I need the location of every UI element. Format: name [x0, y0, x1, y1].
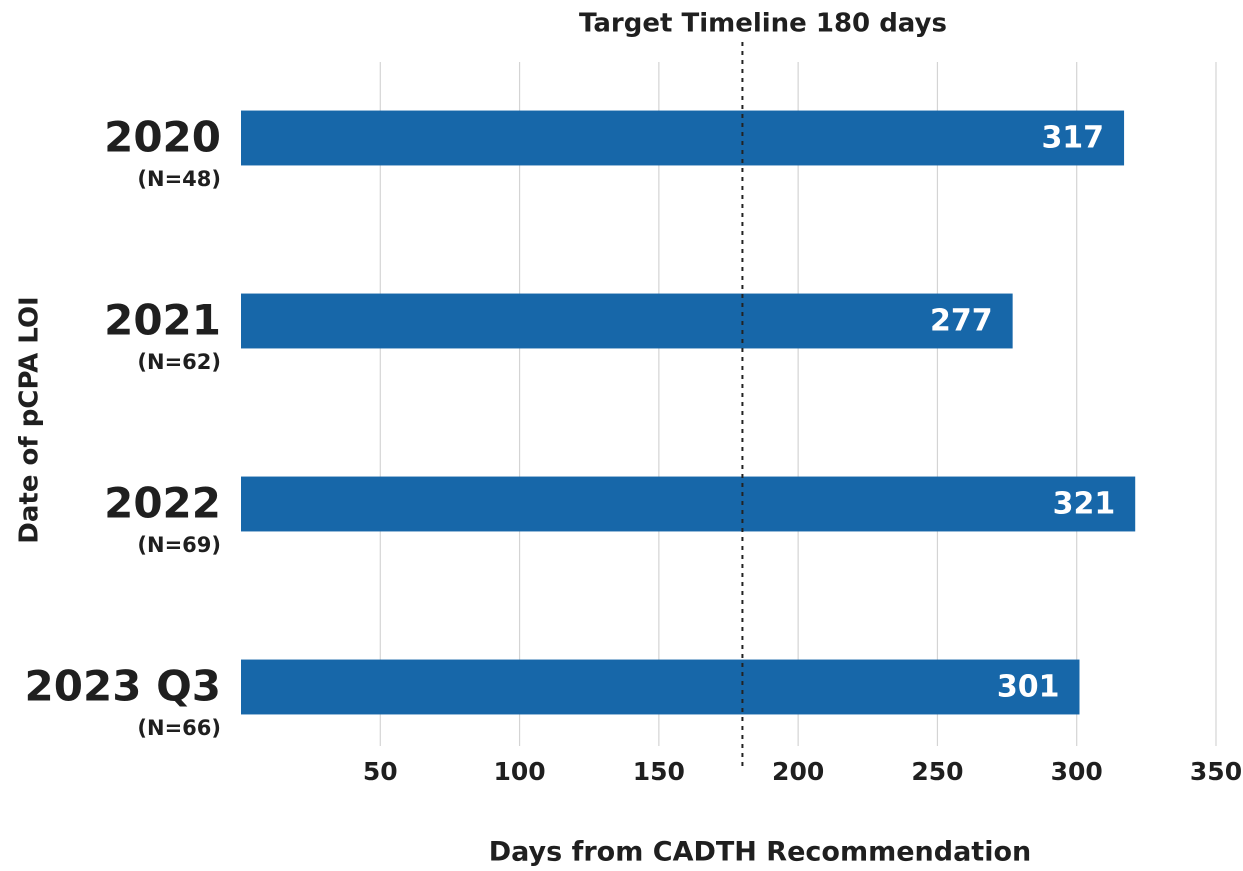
y-tick-sublabel: (N=48) — [137, 167, 221, 191]
x-tick-label: 300 — [1051, 757, 1103, 786]
y-tick-sublabel: (N=62) — [137, 350, 221, 374]
y-tick-label: 2020 — [104, 113, 221, 162]
value-label: 321 — [1053, 487, 1116, 522]
bar — [241, 293, 1013, 349]
x-axis-title: Days from CADTH Recommendation — [489, 837, 1032, 868]
value-label: 317 — [1041, 121, 1104, 156]
y-tick-label: 2023 Q3 — [25, 662, 221, 711]
x-tick-label: 50 — [363, 757, 398, 786]
bar — [241, 476, 1136, 532]
y-tick-sublabel: (N=69) — [137, 533, 221, 557]
x-tick-label: 100 — [493, 757, 545, 786]
y-tick-label: 2022 — [104, 479, 221, 528]
chart-title: Target Timeline 180 days — [579, 9, 947, 39]
x-tick-label: 250 — [911, 757, 963, 786]
bar — [241, 110, 1125, 166]
value-label: 277 — [930, 304, 993, 339]
y-tick-label: 2021 — [104, 296, 221, 345]
value-label: 301 — [997, 670, 1060, 705]
y-tick-sublabel: (N=66) — [137, 716, 221, 740]
x-tick-label: 350 — [1190, 757, 1242, 786]
bar — [241, 659, 1080, 715]
x-tick-label: 200 — [772, 757, 824, 786]
y-axis-title: Date of pCPA LOI — [15, 296, 45, 543]
x-tick-label: 150 — [633, 757, 685, 786]
